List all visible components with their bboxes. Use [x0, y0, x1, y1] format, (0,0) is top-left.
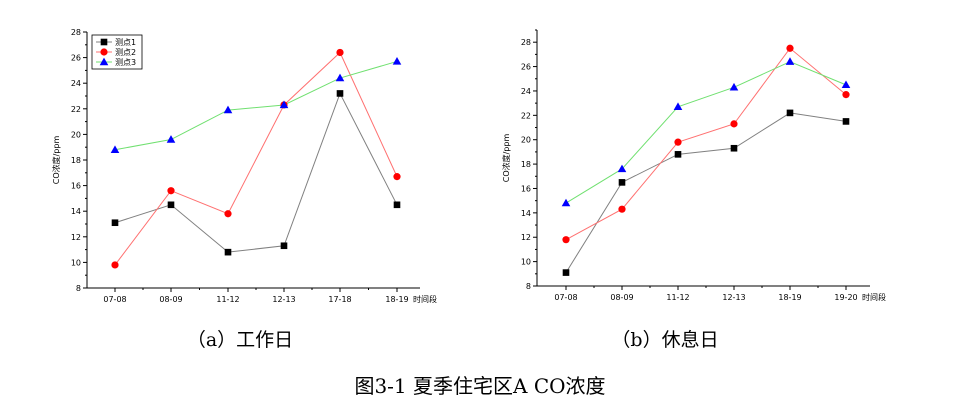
chart-restday: 8 10 12 14 16 18 20 22 24 26 28 07-08 08-09 11-12 12-1… [501, 29, 886, 302]
series-1-point [280, 242, 288, 250]
y-tick-label: 12 [71, 233, 81, 242]
x-tick-label: 12-13 [722, 293, 745, 302]
series-3-point [166, 135, 176, 143]
caption-workday: （a）工作日 [187, 329, 293, 351]
x-tick-label: 17-18 [328, 295, 351, 304]
series-3-point [279, 100, 289, 109]
y-tick-label: 16 [71, 182, 81, 191]
series-2-point [562, 236, 570, 244]
chart-workday: 8 10 12 14 16 18 20 22 24 26 28 07-08 08-09 11-12 12-1… [51, 28, 437, 304]
legend-marker-2 [100, 48, 108, 56]
series-3-point [617, 164, 627, 173]
y-tick-label: 28 [71, 28, 81, 37]
x-tick-label: 07-08 [103, 295, 126, 304]
y-tick-label: 18 [521, 160, 531, 169]
x-tick-label: 18-19 [385, 295, 408, 304]
x-tick-label: 11-12 [216, 295, 239, 304]
y-tick-label: 24 [521, 87, 531, 96]
series-3-line [114, 60, 398, 151]
legend-marker-3 [99, 57, 109, 66]
series-2-point [786, 44, 794, 52]
series-2-point [111, 261, 119, 269]
legend-label-2: 测点2 [115, 48, 136, 57]
y-tick-label: 26 [71, 54, 81, 63]
y-tick-label: 20 [521, 136, 531, 145]
series-1-point [111, 219, 119, 227]
series-3-point [335, 73, 345, 82]
figure-caption: 图3-1 夏季住宅区A CO浓度 [354, 374, 605, 398]
series-1-point [730, 144, 738, 152]
series-1-point [618, 179, 626, 186]
x-tick-label: 19-20 [834, 293, 857, 302]
y-tick-label: 16 [521, 184, 531, 193]
x-tick-label: 07-08 [554, 293, 577, 302]
y-tick-label: 22 [521, 111, 531, 120]
series-3-point [392, 57, 402, 65]
y-axis-label: CO浓度/ppm [51, 136, 61, 185]
series-2-point [167, 187, 175, 195]
series-3-point [561, 198, 571, 207]
series-3-line [565, 61, 847, 204]
y-tick-label: 24 [71, 79, 81, 88]
y-tick-label: 26 [521, 63, 531, 72]
series-1-point [562, 269, 570, 276]
series-3-point [673, 102, 683, 110]
series-3-point [785, 57, 795, 65]
series-2-point [618, 205, 626, 213]
legend-marker-1 [100, 38, 108, 46]
series-2-line [565, 47, 847, 241]
x-tick-label: 18-19 [778, 293, 801, 302]
y-tick-label: 20 [71, 130, 81, 139]
series-2-point [224, 210, 232, 218]
series-2-point [336, 48, 344, 57]
series-1-point [842, 118, 850, 125]
caption-restday: （b）休息日 [611, 329, 718, 351]
y-tick-label: 28 [521, 38, 531, 47]
series-2-point [730, 120, 738, 128]
series-2-point [393, 173, 401, 181]
series-1-point [786, 109, 794, 117]
y-tick-label: 14 [521, 209, 531, 218]
x-tick-label: 11-12 [666, 293, 689, 302]
y-axis-label: CO浓度/ppm [501, 134, 511, 183]
series-3-point [841, 80, 851, 89]
y-tick-label: 10 [521, 258, 531, 267]
series-1-point [674, 151, 682, 158]
series-1-line [565, 112, 847, 273]
series-2-line [114, 51, 398, 266]
series-1-line [114, 92, 398, 253]
y-tick-label: 8 [76, 284, 81, 293]
series-1-point [224, 248, 232, 256]
series-1-point [393, 201, 401, 209]
x-axis-unit: 时间段 [862, 292, 886, 302]
series-2-point [842, 91, 850, 99]
y-tick-label: 8 [526, 282, 531, 291]
legend-label-3: 测点3 [115, 58, 136, 67]
x-tick-label: 08-09 [159, 295, 182, 304]
y-tick-label: 22 [71, 105, 81, 114]
series-3-point [729, 82, 739, 91]
y-tick-label: 12 [521, 233, 531, 242]
series-3-point [223, 105, 233, 114]
y-tick-label: 18 [71, 156, 81, 165]
series-2-point [674, 138, 682, 146]
x-tick-label: 08-09 [610, 293, 633, 302]
y-tick-label: 14 [71, 207, 81, 216]
legend-label-1: 测点1 [115, 38, 136, 47]
y-tick-label: 10 [71, 258, 81, 267]
x-tick-label: 12-13 [272, 295, 295, 304]
series-1-point [167, 201, 175, 209]
series-3-point [110, 145, 120, 153]
x-axis-unit: 时间段 [413, 294, 437, 304]
series-1-point [336, 90, 344, 97]
